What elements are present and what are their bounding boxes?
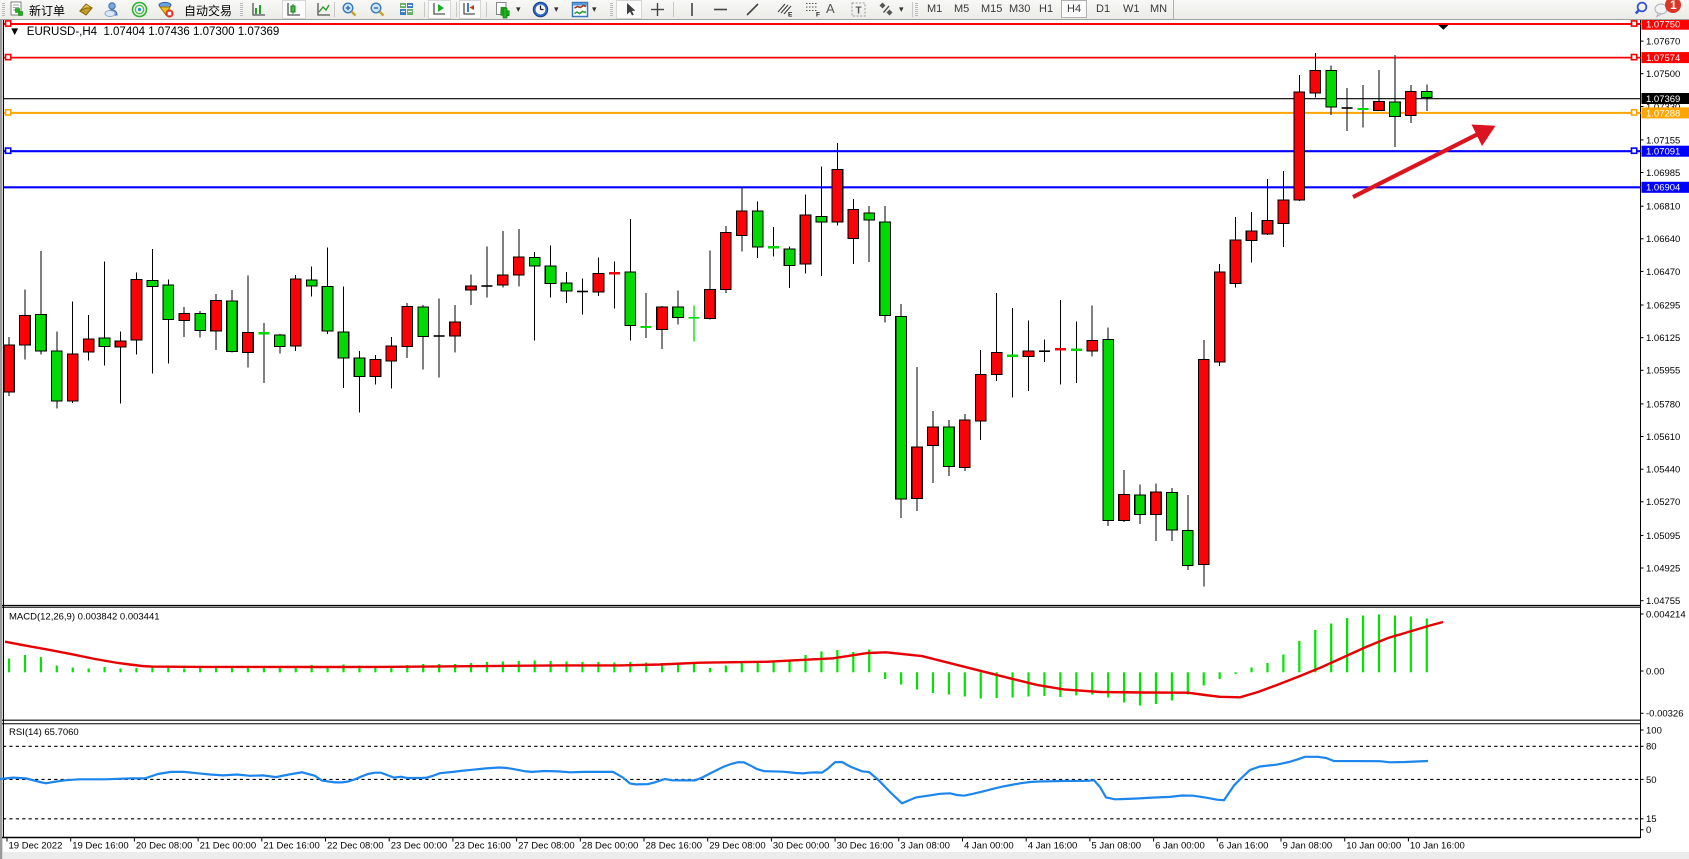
svg-text:RSI(14) 65.7060: RSI(14) 65.7060 bbox=[9, 727, 79, 738]
svg-text:1.06470: 1.06470 bbox=[1646, 267, 1680, 278]
svg-text:1.06125: 1.06125 bbox=[1646, 333, 1680, 344]
svg-text:1.06985: 1.06985 bbox=[1646, 168, 1680, 179]
svg-text:23 Dec 16:00: 23 Dec 16:00 bbox=[454, 841, 511, 852]
svg-text:6 Jan 00:00: 6 Jan 00:00 bbox=[1155, 841, 1205, 852]
svg-text:22 Dec 08:00: 22 Dec 08:00 bbox=[327, 841, 384, 852]
svg-text:1.06904: 1.06904 bbox=[1646, 183, 1680, 194]
svg-text:19 Dec 16:00: 19 Dec 16:00 bbox=[72, 841, 129, 852]
svg-text:1.04925: 1.04925 bbox=[1646, 563, 1680, 574]
svg-text:1.07091: 1.07091 bbox=[1646, 147, 1680, 158]
svg-text:1.07574: 1.07574 bbox=[1646, 53, 1680, 64]
svg-text:1.04755: 1.04755 bbox=[1646, 596, 1680, 607]
svg-text:19 Dec 2022: 19 Dec 2022 bbox=[9, 841, 63, 852]
svg-text:3 Jan 08:00: 3 Jan 08:00 bbox=[900, 841, 950, 852]
svg-text:1.05610: 1.05610 bbox=[1646, 432, 1680, 443]
svg-text:30 Dec 00:00: 30 Dec 00:00 bbox=[773, 841, 830, 852]
svg-text:E: E bbox=[788, 12, 793, 19]
svg-text:1.06295: 1.06295 bbox=[1646, 300, 1680, 311]
svg-text:1.05270: 1.05270 bbox=[1646, 497, 1680, 508]
svg-text:1.05095: 1.05095 bbox=[1646, 531, 1680, 542]
svg-text:1.07155: 1.07155 bbox=[1646, 135, 1680, 146]
svg-text:1.05440: 1.05440 bbox=[1646, 465, 1680, 476]
svg-text:27 Dec 08:00: 27 Dec 08:00 bbox=[518, 841, 575, 852]
svg-text:30 Dec 16:00: 30 Dec 16:00 bbox=[837, 841, 894, 852]
svg-text:5 Jan 08:00: 5 Jan 08:00 bbox=[1091, 841, 1141, 852]
svg-text:4 Jan 00:00: 4 Jan 00:00 bbox=[964, 841, 1014, 852]
svg-text:15: 15 bbox=[1646, 814, 1657, 825]
svg-text:0.00: 0.00 bbox=[1646, 666, 1665, 677]
svg-text:21 Dec 00:00: 21 Dec 00:00 bbox=[200, 841, 257, 852]
svg-text:0: 0 bbox=[1646, 825, 1651, 836]
svg-text:20 Dec 08:00: 20 Dec 08:00 bbox=[136, 841, 193, 852]
svg-text:50: 50 bbox=[1646, 775, 1657, 786]
svg-text:1.06640: 1.06640 bbox=[1646, 234, 1680, 245]
svg-text:10 Jan 00:00: 10 Jan 00:00 bbox=[1346, 841, 1401, 852]
svg-text:28 Dec 00:00: 28 Dec 00:00 bbox=[582, 841, 639, 852]
svg-text:0.004214: 0.004214 bbox=[1646, 609, 1686, 620]
svg-text:29 Dec 08:00: 29 Dec 08:00 bbox=[709, 841, 766, 852]
svg-text:1.07369: 1.07369 bbox=[1646, 94, 1680, 105]
svg-text:23 Dec 00:00: 23 Dec 00:00 bbox=[391, 841, 448, 852]
svg-text:T: T bbox=[856, 6, 862, 17]
svg-text:1.07288: 1.07288 bbox=[1646, 108, 1680, 119]
svg-text:28 Dec 16:00: 28 Dec 16:00 bbox=[646, 841, 703, 852]
svg-text:21 Dec 16:00: 21 Dec 16:00 bbox=[263, 841, 320, 852]
svg-text:F: F bbox=[816, 12, 820, 19]
svg-text:1.05780: 1.05780 bbox=[1646, 399, 1680, 410]
svg-text:80: 80 bbox=[1646, 742, 1657, 753]
svg-text:1.07500: 1.07500 bbox=[1646, 69, 1680, 80]
svg-text:-0.00326: -0.00326 bbox=[1646, 709, 1684, 720]
svg-text:1.07670: 1.07670 bbox=[1646, 37, 1680, 48]
svg-text:10 Jan 16:00: 10 Jan 16:00 bbox=[1410, 841, 1465, 852]
svg-text:1.07750: 1.07750 bbox=[1646, 20, 1680, 31]
svg-text:1.05955: 1.05955 bbox=[1646, 366, 1680, 377]
svg-text:6 Jan 16:00: 6 Jan 16:00 bbox=[1219, 841, 1269, 852]
svg-text:100: 100 bbox=[1646, 725, 1662, 736]
svg-text:9 Jan 08:00: 9 Jan 08:00 bbox=[1283, 841, 1333, 852]
svg-text:4 Jan 16:00: 4 Jan 16:00 bbox=[1028, 841, 1078, 852]
svg-text:▼ EURUSD-,H4 1.07404 1.07436: ▼ EURUSD-,H4 1.07404 1.07436 1.07300 1.0… bbox=[9, 26, 279, 38]
svg-text:MACD(12,26,9) 0.003842 0.00344: MACD(12,26,9) 0.003842 0.003441 bbox=[9, 612, 160, 623]
svg-text:1.06810: 1.06810 bbox=[1646, 202, 1680, 213]
